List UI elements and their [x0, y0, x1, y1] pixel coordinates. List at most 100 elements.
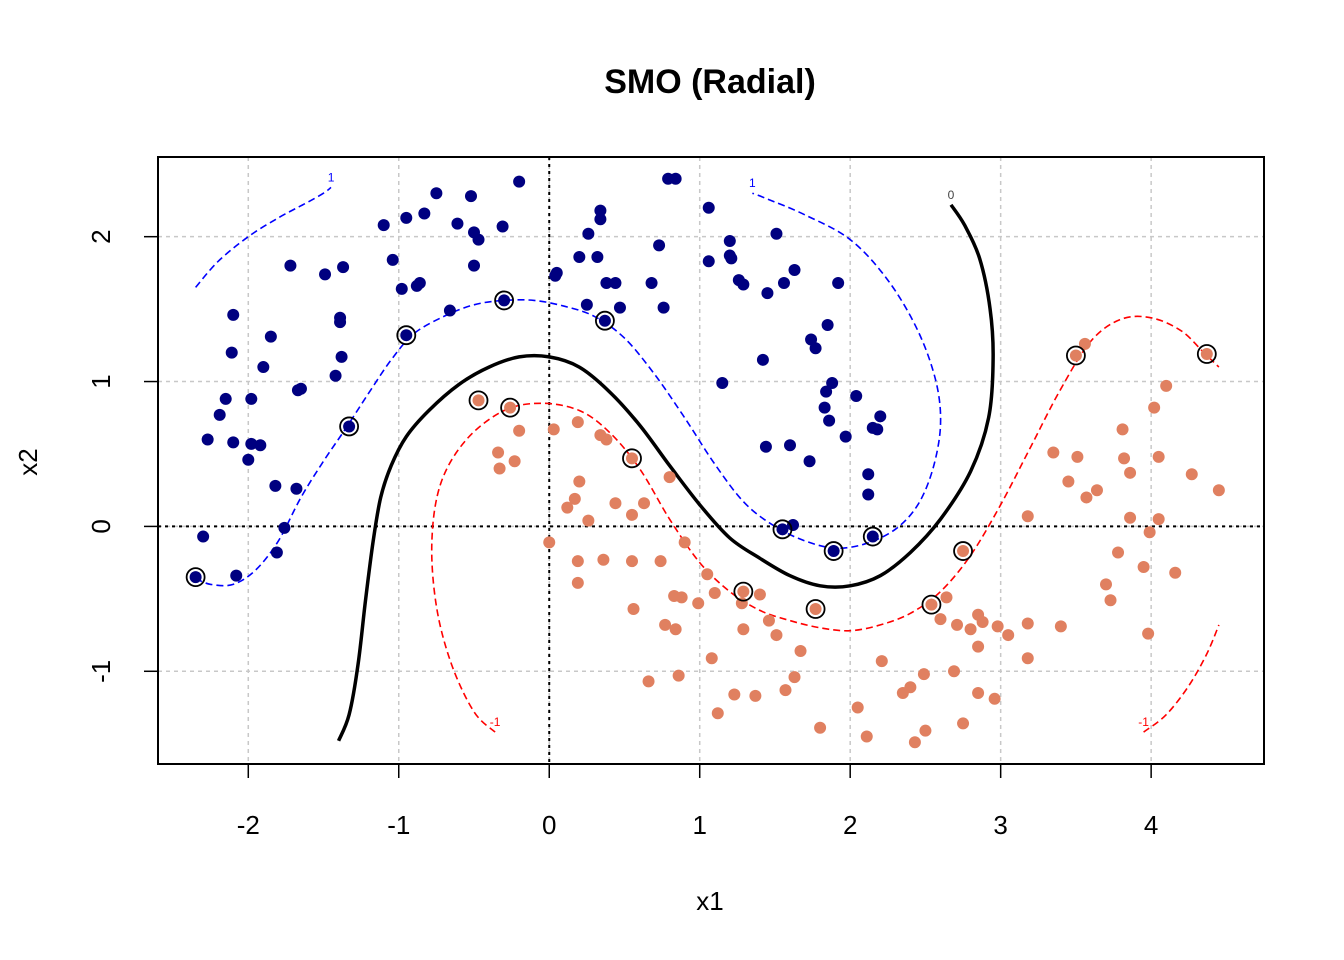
x-axis: -2 -1 0 1 2 3 4	[237, 764, 1158, 840]
point-class-a	[803, 455, 816, 468]
point-class-b	[1080, 491, 1093, 504]
point-class-b	[875, 655, 888, 668]
point-class-a	[290, 482, 303, 495]
point-class-b	[701, 568, 714, 581]
point-class-b	[1021, 617, 1034, 630]
support-vector-ring	[185, 567, 206, 588]
point-class-b	[571, 576, 584, 589]
point-class-b	[543, 536, 556, 549]
point-class-b	[1124, 466, 1137, 479]
point-class-b	[957, 545, 970, 558]
point-class-b	[972, 640, 985, 653]
point-class-a	[213, 408, 226, 421]
point-class-b	[659, 618, 672, 631]
point-class-b	[1078, 337, 1091, 350]
decision-boundary-label: 0	[948, 188, 955, 202]
point-class-b	[1071, 450, 1084, 463]
point-class-b	[708, 587, 721, 600]
y-tick-label: 0	[86, 519, 116, 533]
point-class-b	[573, 475, 586, 488]
margin-label-positive: 1	[749, 176, 756, 190]
point-class-a	[189, 571, 202, 584]
point-class-b	[1152, 513, 1165, 526]
point-class-b	[1118, 452, 1131, 465]
point-class-a	[418, 207, 431, 220]
point-class-b	[663, 471, 676, 484]
point-class-a	[702, 201, 715, 214]
point-class-a	[430, 187, 443, 200]
point-class-a	[594, 204, 607, 217]
point-class-b	[638, 497, 651, 510]
point-class-a	[573, 250, 586, 263]
point-class-a	[716, 376, 729, 389]
support-vector-ring	[823, 541, 844, 561]
margin-label-negative: -1	[490, 715, 501, 729]
point-class-a	[329, 369, 342, 382]
point-class-a	[826, 376, 839, 389]
point-class-b	[1002, 629, 1015, 642]
point-class-a	[669, 172, 682, 185]
point-class-a	[245, 392, 258, 405]
point-class-a	[832, 277, 845, 290]
x-tick-label: 4	[1144, 810, 1158, 840]
margin-line-positive	[194, 186, 332, 288]
point-class-a	[245, 437, 258, 450]
support-vector-ring	[468, 390, 489, 411]
point-class-b	[753, 588, 766, 601]
point-class-b	[1100, 578, 1112, 591]
reference-lines	[158, 157, 1264, 764]
point-class-a	[580, 298, 593, 311]
point-class-a	[871, 423, 884, 436]
point-class-b	[1160, 379, 1173, 392]
y-tick-label: 1	[86, 374, 116, 388]
point-class-a	[319, 268, 332, 281]
point-class-b	[809, 602, 822, 615]
point-class-a	[413, 277, 426, 290]
point-class-b	[626, 508, 638, 521]
support-vector-ring	[1196, 344, 1217, 364]
point-class-b	[692, 597, 705, 610]
decision-boundary-line	[336, 203, 995, 742]
point-class-a	[451, 217, 464, 230]
x-tick-label: 3	[993, 810, 1007, 840]
y-tick-label: -1	[86, 660, 116, 683]
point-class-a	[443, 304, 456, 317]
point-class-a	[839, 430, 852, 443]
data-points	[189, 172, 1225, 749]
point-class-b	[1116, 423, 1129, 436]
point-class-b	[513, 424, 526, 437]
point-class-b	[851, 701, 864, 714]
point-class-a	[269, 479, 282, 492]
support-vector-ring	[921, 594, 942, 615]
margin-line-negative	[430, 315, 1220, 733]
support-vector-ring	[862, 526, 883, 547]
point-class-b	[1069, 349, 1082, 362]
point-class-a	[598, 314, 611, 327]
point-class-a	[653, 239, 666, 252]
point-class-a	[395, 282, 408, 295]
x-tick-label: -1	[387, 810, 410, 840]
point-class-b	[472, 394, 485, 407]
point-class-a	[225, 346, 238, 359]
point-class-b	[1148, 401, 1161, 414]
point-class-a	[230, 569, 243, 582]
point-class-b	[972, 687, 985, 700]
point-class-b	[1137, 560, 1150, 573]
point-class-b	[1152, 450, 1165, 463]
point-class-b	[642, 675, 655, 688]
point-class-b	[678, 536, 691, 549]
point-class-a	[702, 255, 715, 268]
point-class-a	[874, 410, 887, 423]
point-class-a	[257, 361, 270, 374]
point-class-a	[756, 353, 769, 366]
point-class-b	[1185, 468, 1198, 481]
margin-label-positive: 1	[328, 170, 335, 184]
point-class-a	[400, 329, 413, 342]
point-class-a	[496, 220, 509, 233]
point-class-b	[1200, 348, 1213, 361]
point-class-b	[908, 736, 921, 749]
point-class-b	[609, 497, 622, 510]
point-class-a	[498, 294, 511, 307]
point-class-b	[788, 671, 801, 684]
point-class-a	[337, 261, 350, 274]
